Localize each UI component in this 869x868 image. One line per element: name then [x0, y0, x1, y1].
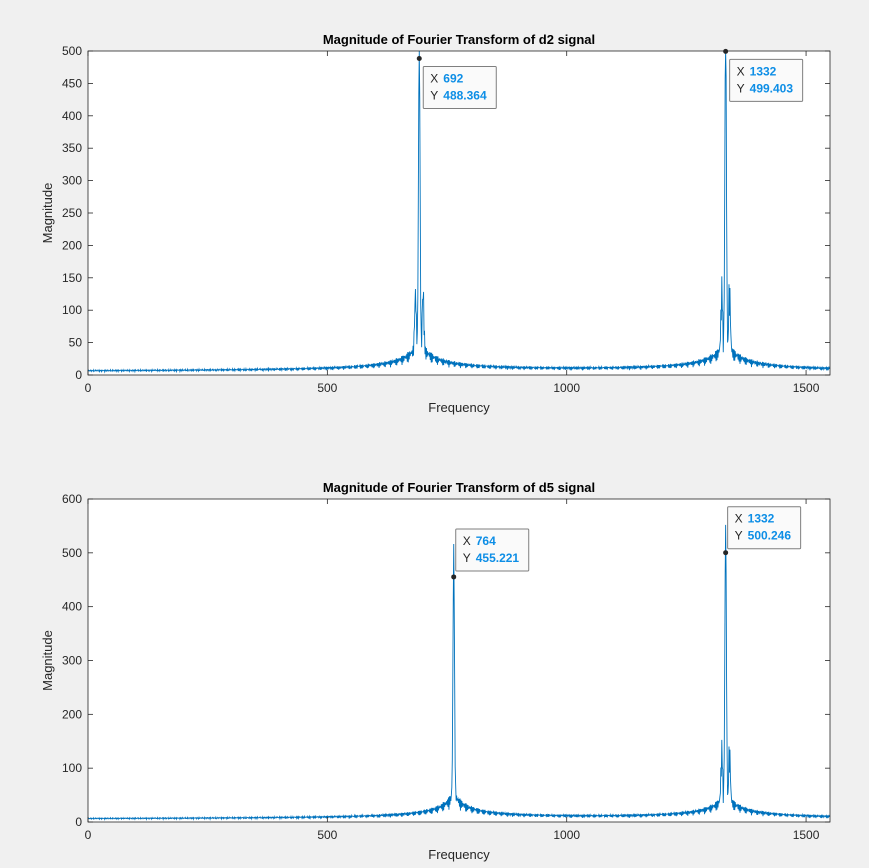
- datatip-x-value: 764: [476, 534, 496, 548]
- y-tick-label: 250: [62, 206, 82, 220]
- datatip-y-value: 455.221: [476, 551, 520, 565]
- y-tick-label: 400: [62, 600, 82, 614]
- datatip: X 692 Y 488.364: [416, 56, 497, 110]
- datatip-x-key: X: [735, 512, 743, 526]
- y-axis-label: Magnitude: [40, 630, 55, 691]
- datatip-x-value: 692: [443, 72, 463, 86]
- datatip-y-key: Y: [735, 529, 743, 543]
- x-tick-label: 1500: [793, 828, 820, 842]
- datatip-x-value: 1332: [750, 64, 777, 78]
- y-tick-label: 50: [69, 336, 83, 350]
- x-tick-label: 0: [85, 828, 92, 842]
- x-tick-label: 1000: [553, 381, 580, 395]
- x-axis-label: Frequency: [428, 400, 490, 415]
- datatip-box: [729, 58, 804, 102]
- datatip-marker: [723, 48, 729, 54]
- datatip-x-key: X: [430, 72, 438, 86]
- datatip-x-key: X: [463, 534, 471, 548]
- y-tick-label: 500: [62, 44, 82, 58]
- y-tick-label: 300: [62, 174, 82, 188]
- y-tick-label: 500: [62, 546, 82, 560]
- datatip-box: [422, 66, 497, 110]
- y-tick-label: 0: [75, 368, 82, 382]
- datatip-y-value: 488.364: [443, 89, 487, 103]
- y-tick-label: 450: [62, 76, 82, 90]
- datatip-box: [455, 528, 530, 572]
- x-tick-label: 0: [85, 381, 92, 395]
- datatip-box: [727, 506, 802, 550]
- x-tick-label: 1500: [793, 381, 820, 395]
- x-axis-label: Frequency: [428, 847, 490, 862]
- x-tick-label: 1000: [553, 828, 580, 842]
- subplot-2: 0 500 1000 1500 0 100 200 300 400 500 600 Magnitude…: [40, 480, 831, 862]
- spectrum-line: [87, 50, 831, 374]
- y-tick-label: 0: [75, 815, 82, 829]
- y-tick-label: 100: [62, 303, 82, 317]
- y-tick-label: 300: [62, 654, 82, 668]
- subplot-1: 0 500 1000 1500 0 50 100 150 200 250 300 350 400 450 5…: [40, 32, 831, 415]
- y-tick-label: 100: [62, 761, 82, 775]
- datatip-y-key: Y: [463, 551, 471, 565]
- datatip-marker: [416, 56, 422, 62]
- y-tick-label: 200: [62, 707, 82, 721]
- x-tick-label: 500: [317, 381, 337, 395]
- datatip-y-key: Y: [737, 81, 745, 95]
- spectrum-line: [87, 524, 831, 821]
- y-tick-label: 200: [62, 238, 82, 252]
- datatip-y-value: 499.403: [750, 81, 794, 95]
- y-tick-label: 600: [62, 492, 82, 506]
- datatip: X 1332 Y 499.403: [723, 48, 804, 102]
- datatip: X 1332 Y 500.246: [723, 506, 802, 556]
- y-tick-label: 350: [62, 141, 82, 155]
- datatip-x-key: X: [737, 64, 745, 78]
- y-axis-label: Magnitude: [40, 183, 55, 244]
- x-tick-label: 500: [317, 828, 337, 842]
- datatip: X 764 Y 455.221: [451, 528, 530, 580]
- datatip-y-key: Y: [430, 89, 438, 103]
- y-tick-label: 150: [62, 271, 82, 285]
- datatip-y-value: 500.246: [748, 529, 792, 543]
- chart-title: Magnitude of Fourier Transform of d5 sig…: [323, 480, 595, 495]
- datatip-x-value: 1332: [748, 512, 775, 526]
- chart-title: Magnitude of Fourier Transform of d2 sig…: [323, 32, 595, 47]
- datatip-marker: [451, 574, 457, 580]
- datatip-marker: [723, 550, 729, 556]
- y-tick-label: 400: [62, 109, 82, 123]
